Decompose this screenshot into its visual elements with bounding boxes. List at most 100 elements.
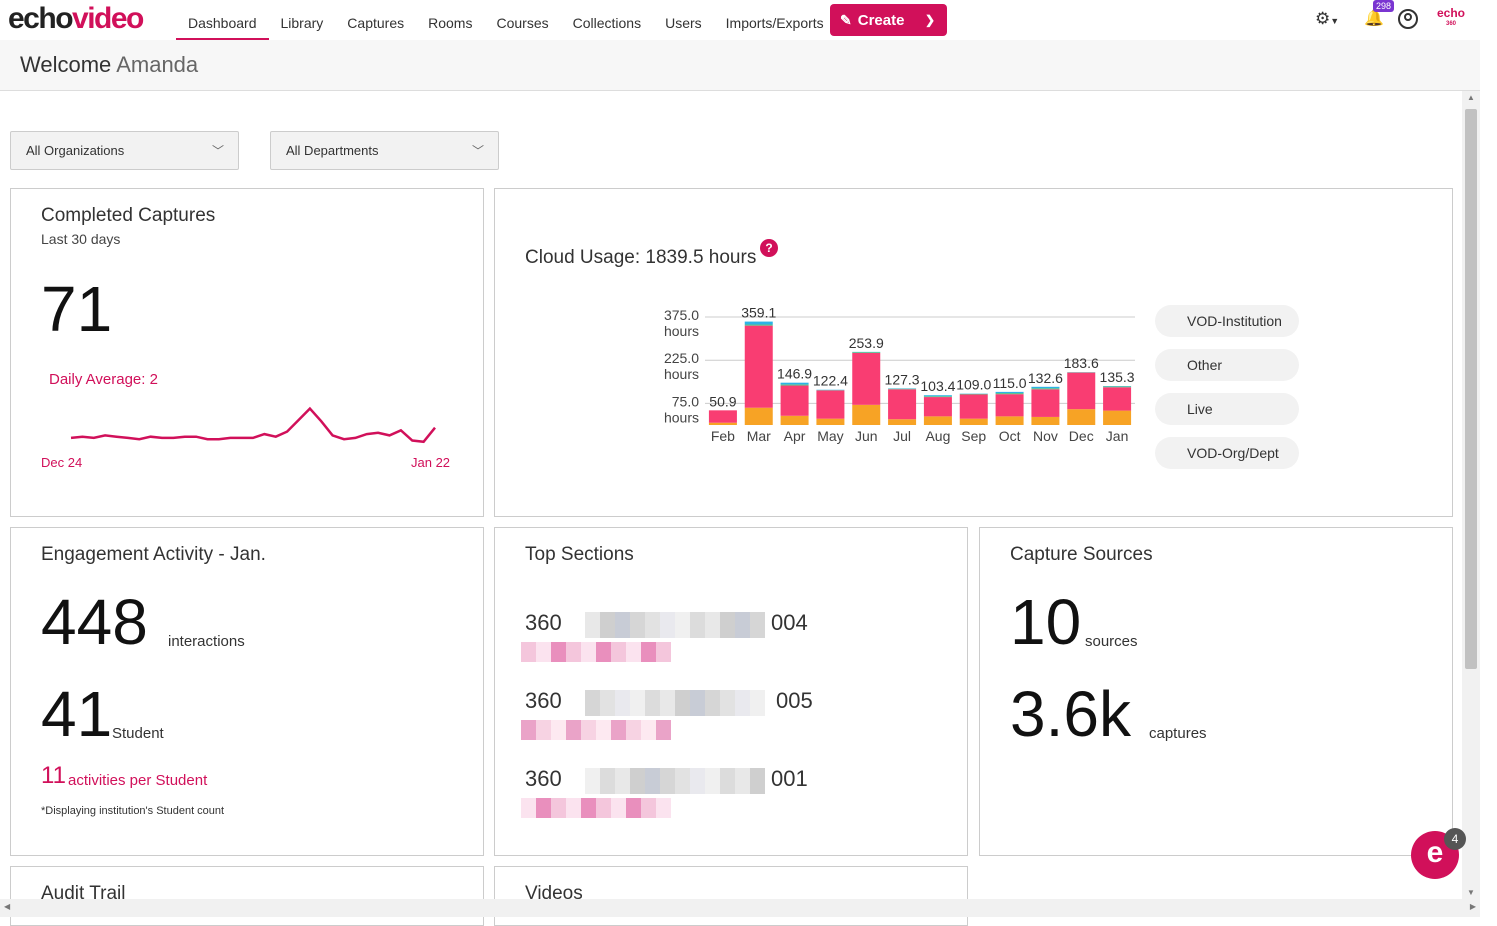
- scroll-right-arrow-icon[interactable]: ▶: [1470, 902, 1476, 911]
- echovideo-logo[interactable]: echovideo: [8, 2, 143, 36]
- bar-segment-live[interactable]: [960, 394, 988, 418]
- card-title: Capture Sources: [1010, 544, 1153, 566]
- section-code-prefix[interactable]: 360: [525, 766, 562, 792]
- create-button[interactable]: ✎Create ❯: [830, 4, 947, 36]
- scroll-left-arrow-icon[interactable]: ◀: [4, 902, 10, 911]
- vertical-scrollbar[interactable]: ▲ ▼: [1462, 91, 1480, 899]
- bar-segment-vod-org-dept[interactable]: [924, 416, 952, 425]
- nav-item-users[interactable]: Users: [653, 0, 714, 40]
- nav-item-library[interactable]: Library: [269, 0, 336, 40]
- bar-segment-live[interactable]: [709, 410, 737, 422]
- legend-item-live[interactable]: Live: [1155, 393, 1299, 425]
- bar-segment-live[interactable]: [781, 386, 809, 416]
- bar-segment-vod-org-dept[interactable]: [852, 405, 880, 425]
- x-tick-label: Apr: [784, 428, 806, 444]
- redacted-section-course: [611, 798, 626, 818]
- bar-segment-live[interactable]: [1067, 373, 1095, 410]
- bar-segment-other[interactable]: [888, 389, 916, 390]
- bar-segment-other[interactable]: [1031, 388, 1059, 389]
- section-code-suffix[interactable]: 005: [776, 688, 813, 714]
- card-title: Completed Captures: [41, 205, 215, 227]
- bar-segment-vod-org-dept[interactable]: [709, 423, 737, 425]
- scroll-up-arrow-icon[interactable]: ▲: [1467, 93, 1475, 102]
- nav-item-dashboard[interactable]: Dashboard: [176, 0, 269, 40]
- bar-segment-live[interactable]: [996, 394, 1024, 416]
- bar-segment-vod-institution[interactable]: [745, 322, 773, 325]
- nav-item-captures[interactable]: Captures: [335, 0, 416, 40]
- bar-segment-vod-org-dept[interactable]: [960, 419, 988, 425]
- section-code-suffix[interactable]: 004: [771, 610, 808, 636]
- redacted-section-name: [645, 612, 660, 638]
- bar-segment-other[interactable]: [781, 384, 809, 385]
- organization-filter-dropdown[interactable]: All Organizations ﹀: [10, 131, 239, 170]
- nav-item-imports-exports[interactable]: Imports/Exports: [714, 0, 836, 40]
- bar-segment-vod-org-dept[interactable]: [1067, 409, 1095, 425]
- audit-trail-card[interactable]: Audit Trail: [10, 866, 484, 926]
- bar-segment-other[interactable]: [1103, 386, 1131, 387]
- bar-segment-other[interactable]: [924, 396, 952, 397]
- bar-segment-live[interactable]: [924, 397, 952, 416]
- x-tick-label: Jul: [893, 428, 911, 444]
- sources-count: 10: [1010, 590, 1081, 654]
- bar-total-label: 135.3: [1100, 369, 1135, 385]
- nav-item-collections[interactable]: Collections: [561, 0, 653, 40]
- redacted-section-name: [720, 690, 735, 716]
- capture-sources-card[interactable]: Capture Sources 10 sources 3.6k captures: [979, 527, 1453, 856]
- engagement-activity-card[interactable]: Engagement Activity - Jan. 448 interacti…: [10, 527, 484, 856]
- bar-segment-live[interactable]: [816, 390, 844, 418]
- bar-segment-vod-org-dept[interactable]: [996, 416, 1024, 425]
- settings-gear-icon[interactable]: ⚙▼: [1315, 9, 1343, 31]
- bar-segment-live[interactable]: [745, 326, 773, 408]
- completed-captures-count: 71: [41, 277, 112, 341]
- bar-segment-vod-org-dept[interactable]: [888, 419, 916, 425]
- legend-item-vod-institution[interactable]: VOD-Institution: [1155, 305, 1299, 337]
- bar-segment-live[interactable]: [1031, 389, 1059, 417]
- videos-card[interactable]: Videos: [494, 866, 968, 926]
- redacted-section-name: [690, 690, 705, 716]
- user-profile-icon[interactable]: [1398, 9, 1418, 29]
- section-code-suffix[interactable]: 001: [771, 766, 808, 792]
- redacted-section-course: [611, 720, 626, 740]
- section-code-prefix[interactable]: 360: [525, 688, 562, 714]
- legend-item-vod-org-dept[interactable]: VOD-Org/Dept: [1155, 437, 1299, 469]
- bar-segment-live[interactable]: [888, 389, 916, 419]
- cloud-usage-title-text: Cloud Usage: 1839.5 hours: [525, 247, 756, 268]
- daily-average: Daily Average: 2: [49, 371, 158, 388]
- bar-segment-other[interactable]: [996, 393, 1024, 394]
- horizontal-scrollbar[interactable]: ◀ ▶: [0, 899, 1480, 917]
- bar-segment-other[interactable]: [745, 324, 773, 325]
- bar-segment-vod-org-dept[interactable]: [1031, 417, 1059, 425]
- bar-segment-other[interactable]: [852, 352, 880, 353]
- nav-item-courses[interactable]: Courses: [484, 0, 560, 40]
- bar-segment-live[interactable]: [852, 353, 880, 405]
- bar-segment-other[interactable]: [960, 394, 988, 395]
- bar-segment-vod-institution[interactable]: [924, 395, 952, 396]
- activities-per-student-label: activities per Student: [68, 772, 207, 789]
- bar-segment-vod-institution[interactable]: [996, 392, 1024, 393]
- x-tick-label: May: [817, 428, 843, 444]
- bar-total-label: 183.6: [1064, 355, 1099, 371]
- bar-segment-vod-org-dept[interactable]: [816, 419, 844, 425]
- bar-segment-vod-institution[interactable]: [781, 383, 809, 385]
- redacted-section-name: [630, 690, 645, 716]
- scrollbar-thumb[interactable]: [1465, 109, 1477, 669]
- redacted-section-course: [551, 642, 566, 662]
- redacted-section-course: [521, 720, 536, 740]
- bar-segment-vod-institution[interactable]: [1031, 387, 1059, 388]
- section-code-prefix[interactable]: 360: [525, 610, 562, 636]
- scroll-down-arrow-icon[interactable]: ▼: [1467, 888, 1475, 897]
- completed-captures-card[interactable]: Completed Captures Last 30 days 71 Daily…: [10, 188, 484, 517]
- redacted-section-course: [521, 642, 536, 662]
- bar-segment-live[interactable]: [1103, 387, 1131, 410]
- nav-item-rooms[interactable]: Rooms: [416, 0, 484, 40]
- bar-segment-vod-org-dept[interactable]: [745, 408, 773, 425]
- legend-item-other[interactable]: Other: [1155, 349, 1299, 381]
- help-question-icon[interactable]: ?: [760, 239, 778, 257]
- department-filter-dropdown[interactable]: All Departments ﹀: [270, 131, 499, 170]
- bar-segment-vod-org-dept[interactable]: [1103, 411, 1131, 425]
- bar-segment-vod-org-dept[interactable]: [781, 416, 809, 425]
- redacted-section-name: [675, 768, 690, 794]
